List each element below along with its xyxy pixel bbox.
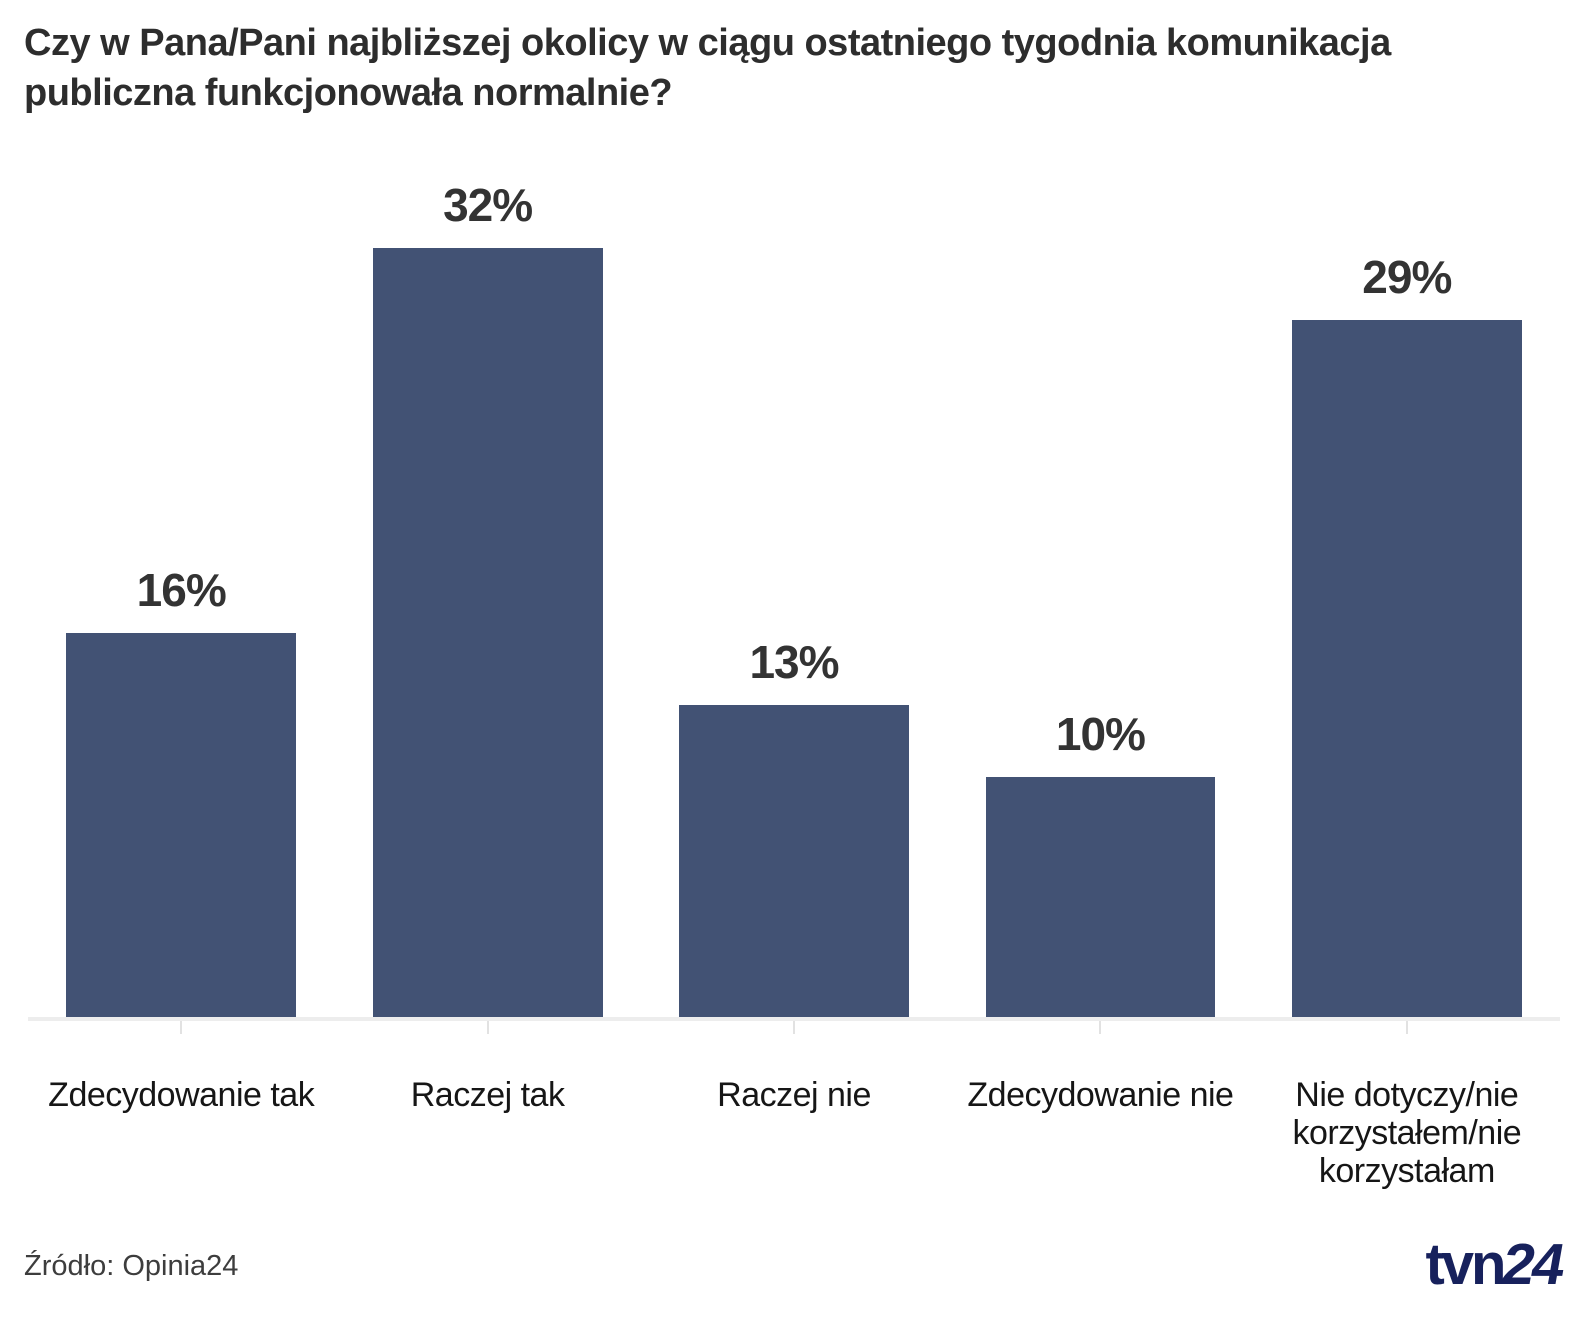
category-label: Raczej tak bbox=[410, 1076, 565, 1114]
bar-column: 32% bbox=[334, 100, 640, 1017]
bar-value-label: 29% bbox=[1362, 251, 1452, 303]
bar-column: 29% bbox=[1254, 100, 1560, 1017]
category-label: Raczej nie bbox=[717, 1076, 871, 1114]
bar-column: 16% bbox=[28, 100, 334, 1017]
axis-tick bbox=[486, 1021, 489, 1034]
bar-column: 10% bbox=[947, 100, 1253, 1017]
axis-tick bbox=[180, 1021, 183, 1034]
category-column: Zdecydowanie tak bbox=[28, 1021, 334, 1190]
x-axis-line bbox=[28, 1017, 1560, 1021]
category-column: Zdecydowanie nie bbox=[947, 1021, 1253, 1190]
tvn24-logo: tvn24 bbox=[1425, 1232, 1567, 1297]
bar bbox=[1291, 320, 1522, 1017]
chart-title: Czy w Pana/Pani najbliższej okolicy w ci… bbox=[24, 22, 1391, 114]
bar bbox=[679, 705, 909, 1017]
bar bbox=[372, 248, 603, 1017]
tvn24-logo-text-24: 24 bbox=[1497, 1232, 1568, 1297]
category-column: Raczej nie bbox=[641, 1021, 947, 1190]
axis-tick bbox=[1405, 1021, 1408, 1034]
category-column: Nie dotyczy/nie korzystałem/nie korzysta… bbox=[1254, 1021, 1560, 1190]
bar-value-label: 10% bbox=[1055, 708, 1146, 760]
x-axis-category-labels: Zdecydowanie tak Raczej tak Raczej nie Zdec… bbox=[28, 1021, 1560, 1190]
axis-tick bbox=[793, 1021, 796, 1034]
bar-column: 13% bbox=[641, 100, 947, 1017]
tvn24-logo-text-tvn: tvn bbox=[1425, 1232, 1506, 1297]
bar-value-label: 16% bbox=[136, 564, 227, 616]
category-column: Raczej tak bbox=[334, 1021, 640, 1190]
category-label: Nie dotyczy/nie korzystałem/nie korzysta… bbox=[1292, 1076, 1522, 1190]
bar bbox=[985, 777, 1216, 1017]
bar-value-label: 32% bbox=[443, 179, 533, 231]
bar-chart-plot-area: 16% 32% 13% 10% 29% bbox=[28, 100, 1560, 1017]
source-label: Źródło: Opinia24 bbox=[24, 1250, 239, 1282]
category-label: Zdecydowanie nie bbox=[967, 1076, 1234, 1114]
bar-value-label: 13% bbox=[749, 636, 839, 688]
bar bbox=[66, 633, 297, 1017]
axis-tick bbox=[1099, 1021, 1102, 1034]
category-label: Zdecydowanie tak bbox=[48, 1076, 315, 1114]
